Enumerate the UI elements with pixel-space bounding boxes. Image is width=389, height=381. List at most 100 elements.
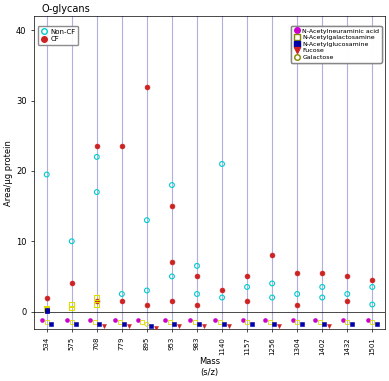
Point [112, 317, 118, 323]
Point [369, 319, 375, 325]
Point [119, 298, 125, 304]
Point [201, 323, 207, 330]
Point [240, 317, 246, 323]
Point [126, 323, 132, 330]
Point [262, 317, 268, 323]
Point [267, 319, 273, 325]
Point [144, 321, 150, 327]
Point [344, 291, 350, 297]
Point [226, 323, 232, 330]
Point [319, 295, 325, 301]
Point [169, 182, 175, 188]
Point [219, 287, 225, 293]
Point [194, 301, 200, 307]
Point [169, 274, 175, 280]
Point [187, 317, 193, 323]
Point [44, 171, 50, 178]
Point [244, 319, 250, 325]
Point [121, 321, 127, 327]
Point [196, 321, 202, 327]
Point [44, 307, 50, 313]
Point [94, 295, 100, 301]
Point [94, 154, 100, 160]
Point [349, 321, 355, 327]
Y-axis label: Area/μg protein: Area/μg protein [4, 140, 13, 206]
Point [119, 291, 125, 297]
Point [194, 291, 200, 297]
Point [269, 252, 275, 258]
Point [294, 270, 300, 276]
Point [100, 323, 107, 330]
Point [96, 321, 102, 327]
Point [244, 284, 250, 290]
Point [69, 301, 75, 307]
Point [340, 317, 346, 323]
Point [39, 317, 46, 323]
Point [94, 301, 100, 307]
Point [175, 323, 182, 330]
Point [44, 308, 50, 314]
Point [119, 143, 125, 149]
Point [219, 295, 225, 301]
Point [344, 319, 350, 325]
Point [169, 298, 175, 304]
Legend: N-Acetylneuraminic acid, N-Acetylgalactosamine, N-Acetylglucosamine, Fucose, Gal: N-Acetylneuraminic acid, N-Acetylgalacto… [291, 26, 382, 62]
Point [369, 301, 375, 307]
Point [294, 291, 300, 297]
Point [321, 321, 328, 327]
Point [153, 325, 159, 331]
Point [289, 317, 296, 323]
Point [271, 321, 277, 327]
Point [166, 319, 173, 325]
Point [312, 317, 319, 323]
Point [217, 319, 223, 325]
Text: O-glycans: O-glycans [41, 4, 90, 14]
Point [169, 203, 175, 209]
Point [144, 83, 150, 90]
Point [94, 298, 100, 304]
Point [135, 317, 141, 323]
Point [249, 321, 255, 327]
Point [244, 274, 250, 280]
Point [144, 301, 150, 307]
Point [317, 319, 323, 325]
Point [369, 284, 375, 290]
Point [365, 317, 371, 323]
Point [69, 319, 75, 325]
Point [94, 189, 100, 195]
Point [64, 317, 70, 323]
Point [91, 319, 98, 325]
Point [162, 317, 168, 323]
Point [299, 321, 305, 327]
Point [73, 321, 79, 327]
Point [69, 238, 75, 244]
Point [44, 295, 50, 301]
Point [48, 321, 54, 327]
Point [87, 317, 93, 323]
Point [171, 321, 177, 327]
Point [69, 280, 75, 287]
Point [344, 298, 350, 304]
Point [319, 270, 325, 276]
Point [144, 217, 150, 223]
X-axis label: Mass
(s/z): Mass (s/z) [199, 357, 220, 377]
Point [276, 323, 282, 330]
Point [94, 143, 100, 149]
Point [116, 319, 123, 325]
Point [44, 319, 50, 325]
Point [44, 306, 50, 312]
Point [219, 161, 225, 167]
Point [194, 263, 200, 269]
Point [369, 277, 375, 283]
Point [244, 298, 250, 304]
Point [194, 274, 200, 280]
Point [144, 287, 150, 293]
Point [139, 319, 145, 325]
Point [319, 284, 325, 290]
Point [192, 319, 198, 325]
Point [269, 280, 275, 287]
Point [269, 295, 275, 301]
Point [344, 274, 350, 280]
Point [294, 301, 300, 307]
Point [69, 305, 75, 311]
